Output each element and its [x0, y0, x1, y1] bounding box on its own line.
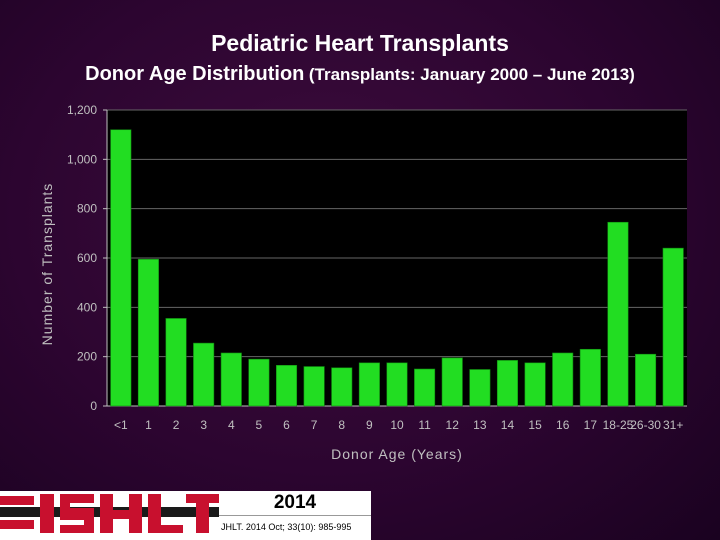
y-axis-title: Number of Transplants	[39, 183, 55, 346]
page-title: Pediatric Heart Transplants	[211, 30, 509, 56]
bar	[276, 364, 298, 407]
x-tick-label: 2	[173, 418, 180, 432]
subtitle-detail: (Transplants: January 2000 – June 2013)	[308, 65, 635, 84]
bar	[165, 318, 187, 407]
x-tick-label: 13	[473, 418, 487, 432]
x-tick-label: 26-30	[630, 418, 661, 432]
x-tick-label: 10	[390, 418, 404, 432]
y-tick-label: 1,200	[67, 103, 97, 117]
x-tick-label: 6	[283, 418, 290, 432]
x-tick-label: 12	[446, 418, 460, 432]
x-tick-label: 17	[584, 418, 598, 432]
bar	[496, 360, 518, 407]
x-tick-label: 14	[501, 418, 515, 432]
bar	[110, 129, 132, 407]
x-tick-label: 8	[338, 418, 345, 432]
ishlt-logo-graphic	[0, 491, 219, 540]
bar	[358, 362, 380, 407]
x-tick-label: 16	[556, 418, 570, 432]
x-tick-label: 31+	[663, 418, 683, 432]
bar	[552, 352, 574, 407]
x-tick-label: 15	[528, 418, 542, 432]
bar	[524, 362, 546, 407]
bar	[414, 368, 436, 407]
citation-box: 2014 JHLT. 2014 Oct; 33(10): 985-995	[219, 491, 371, 540]
bar	[303, 366, 325, 407]
bar	[331, 367, 353, 407]
ishlt-logo	[0, 491, 219, 540]
journal-citation: JHLT. 2014 Oct; 33(10): 985-995	[221, 522, 352, 532]
subtitle-main: Donor Age Distribution	[85, 63, 305, 85]
y-tick-label: 800	[77, 202, 97, 216]
page-subtitle: Donor Age Distribution (Transplants: Jan…	[0, 63, 720, 86]
x-tick-label: 18-25	[603, 418, 634, 432]
x-tick-label: 5	[256, 418, 263, 432]
x-tick-label: 7	[311, 418, 318, 432]
bar	[635, 353, 657, 407]
x-tick-label: 11	[418, 418, 431, 432]
y-tick-label: 0	[90, 399, 97, 413]
x-tick-label: 3	[200, 418, 207, 432]
x-tick-label: 1	[145, 418, 152, 432]
x-tick-label: 9	[366, 418, 373, 432]
y-tick-label: 1,000	[67, 152, 97, 166]
bar	[579, 348, 601, 407]
bar	[662, 247, 684, 407]
bar	[441, 357, 463, 407]
bar	[137, 258, 159, 407]
bar	[248, 358, 270, 407]
x-axis-title: Donor Age (Years)	[331, 446, 463, 462]
bar	[220, 352, 242, 407]
x-tick-label: <1	[114, 418, 128, 432]
bar	[386, 362, 408, 407]
bar	[469, 369, 491, 407]
bar	[193, 342, 215, 407]
report-year: 2014	[219, 491, 371, 516]
x-tick-label: 4	[228, 418, 235, 432]
y-tick-label: 600	[77, 251, 97, 265]
y-tick-label: 200	[77, 350, 97, 364]
bar	[607, 221, 629, 407]
y-tick-label: 400	[77, 300, 97, 314]
